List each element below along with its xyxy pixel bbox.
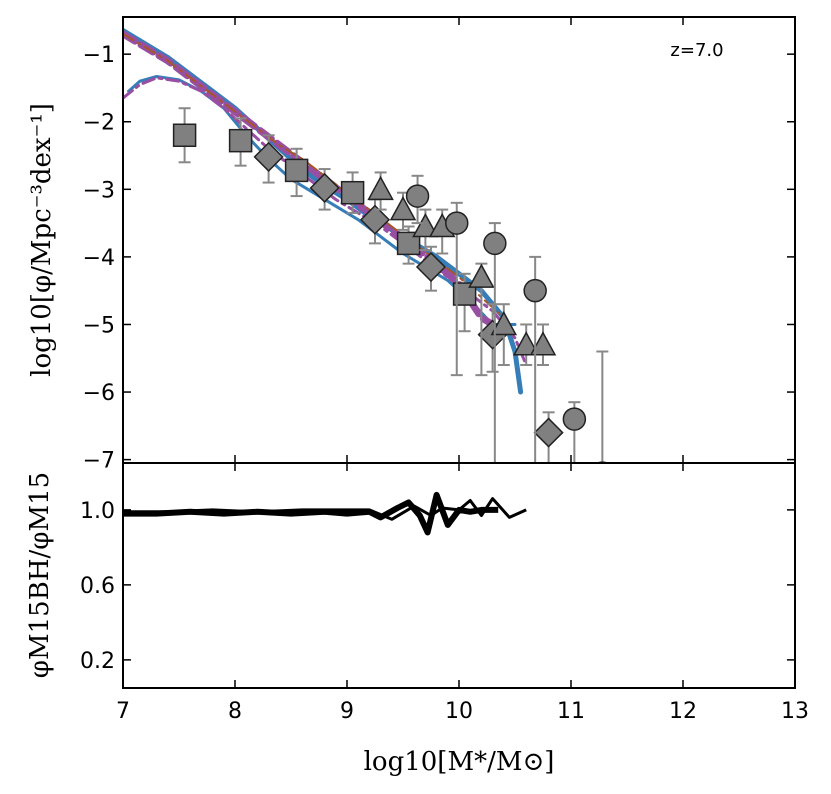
y-tick-label: −3 — [83, 178, 115, 203]
y-tick-label: −7 — [83, 449, 115, 474]
bottom-panel-frame — [122, 462, 796, 689]
triangle-marker — [389, 196, 417, 221]
diamond-point — [359, 198, 391, 245]
top-y-axis-label: log10[φ/Mpc⁻³dex⁻¹] — [27, 103, 57, 377]
x-axis-label: log10[M*/M⊙] — [364, 747, 555, 777]
triangle-marker — [367, 175, 394, 201]
x-tick-label: 8 — [228, 699, 242, 724]
square-point — [172, 107, 197, 164]
diamond-marker — [415, 251, 447, 283]
y-tick-label: 1.0 — [80, 499, 115, 524]
diamond-marker — [533, 417, 564, 448]
x-tick-label: 13 — [781, 699, 809, 724]
y-tick-label: 0.6 — [80, 574, 115, 599]
top-panel-series — [123, 28, 528, 395]
circle-marker — [483, 231, 507, 256]
triangle-point — [490, 303, 518, 367]
y-tick-label: −1 — [83, 43, 115, 68]
diamond-point — [533, 411, 564, 463]
square-marker — [284, 158, 309, 183]
diamond-marker — [309, 172, 340, 204]
square-marker — [396, 231, 421, 256]
y-tick-label: −2 — [83, 111, 115, 136]
circle-marker — [445, 211, 469, 235]
diamond-marker — [253, 141, 284, 172]
circle-point — [523, 255, 547, 463]
y-tick-label: −5 — [83, 313, 115, 338]
circle-point — [445, 201, 469, 377]
circle-point — [405, 174, 430, 225]
square-point — [284, 147, 309, 198]
x-tick-label: 12 — [669, 699, 697, 724]
triangle-marker — [468, 263, 495, 288]
triangle-point — [512, 323, 540, 367]
square-marker — [340, 180, 365, 205]
x-tick-label: 7 — [116, 699, 130, 724]
circle-marker — [523, 278, 547, 303]
triangle-marker — [512, 331, 540, 356]
y-tick-label: −6 — [83, 381, 115, 406]
triangle-marker — [490, 310, 518, 336]
x-tick-label: 10 — [445, 699, 473, 724]
bottom-panel-series — [123, 491, 527, 536]
y-tick-label: −4 — [83, 246, 115, 271]
top-panel-observations — [172, 107, 609, 463]
circle-marker — [562, 407, 587, 431]
circle-marker — [405, 184, 430, 208]
triangle-point — [412, 208, 439, 252]
circle-marker — [596, 461, 609, 463]
triangle-marker — [412, 212, 439, 238]
y-tick-label: 0.2 — [80, 649, 115, 674]
square-marker — [452, 282, 477, 306]
redshift-annotation: z=7.0 — [670, 40, 723, 61]
square-marker — [228, 128, 253, 153]
diamond-point — [253, 134, 284, 184]
circle-point — [483, 222, 507, 463]
triangle-point — [468, 262, 495, 377]
bottom-y-axis-label: φM15BH/φM15 — [25, 472, 55, 678]
triangle-point — [367, 171, 394, 211]
square-point — [396, 225, 421, 265]
x-tick-label: 9 — [340, 699, 354, 724]
top-panel-frame — [122, 16, 796, 464]
diamond-point — [309, 168, 340, 211]
triangle-marker — [529, 331, 557, 356]
square-point — [228, 117, 253, 167]
series-ratio-a — [123, 491, 499, 536]
axis-ticks: 7 8 9 10 11 12 13 −1 −2 −3 −4 −5 −6 −7 1.0 0.6 0.2 — [80, 17, 809, 724]
circle-point — [562, 401, 587, 463]
triangle-point — [529, 323, 557, 367]
square-point — [452, 272, 477, 333]
series-model-solid-thick — [123, 28, 524, 395]
x-tick-label: 11 — [557, 699, 585, 724]
series-ratio-b — [123, 497, 527, 521]
square-point — [340, 171, 365, 214]
square-marker — [172, 123, 197, 148]
circle-point — [596, 350, 609, 463]
diamond-marker — [359, 204, 391, 235]
diamond-point — [415, 245, 447, 292]
